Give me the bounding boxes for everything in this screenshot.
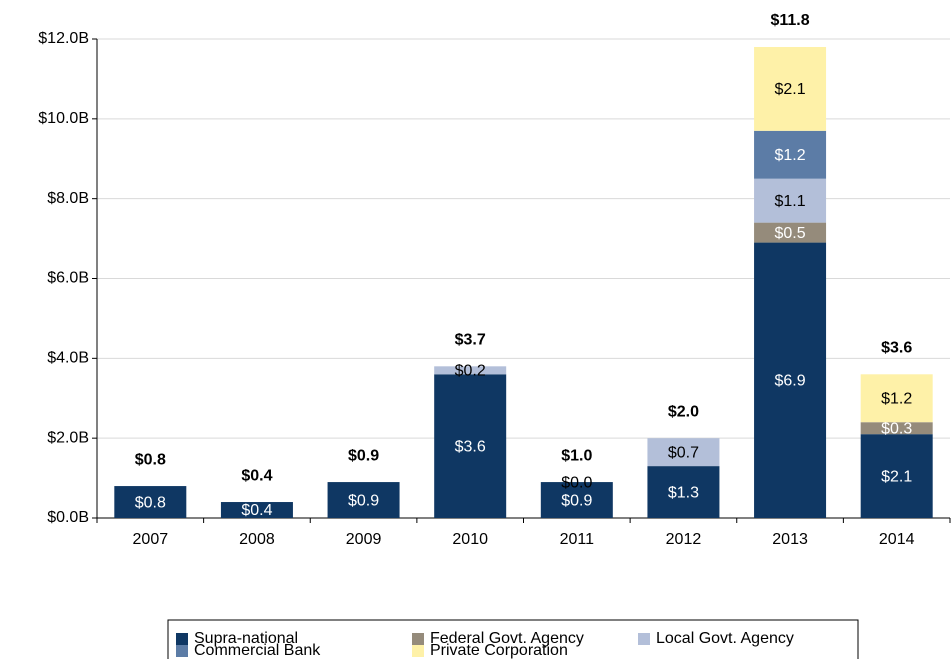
bar-segment xyxy=(540,482,613,518)
total-label: $0.8 xyxy=(135,451,166,468)
bar-segment xyxy=(860,422,933,435)
y-tick-label: $0.0B xyxy=(47,509,89,526)
legend-swatch xyxy=(176,645,188,657)
value-label: $0.3 xyxy=(881,420,912,437)
bar-segment xyxy=(434,366,507,375)
y-tick-label: $2.0B xyxy=(47,429,89,446)
value-label: $0.7 xyxy=(668,444,699,461)
x-tick-label: 2013 xyxy=(772,531,808,548)
x-tick-label: 2008 xyxy=(239,531,275,548)
total-label: $2.0 xyxy=(668,403,699,420)
value-label: $0.8 xyxy=(135,494,166,511)
bar-segment xyxy=(860,374,933,423)
y-tick-label: $4.0B xyxy=(47,350,89,367)
legend-label: Local Govt. Agency xyxy=(656,630,794,647)
x-tick-label: 2009 xyxy=(346,531,382,548)
value-label: $2.1 xyxy=(774,81,805,98)
bar-segment xyxy=(754,130,827,179)
bar-segment xyxy=(647,466,720,518)
value-label: $0.0 xyxy=(561,474,592,491)
value-label: $0.5 xyxy=(774,225,805,242)
y-tick-label: $6.0B xyxy=(47,270,89,287)
x-tick-label: 2014 xyxy=(879,531,915,548)
value-label: $1.2 xyxy=(774,147,805,164)
total-label: $11.8 xyxy=(770,12,809,29)
value-label: $0.9 xyxy=(561,492,592,509)
value-label: $3.6 xyxy=(455,438,486,455)
bar-segment xyxy=(860,434,933,518)
value-label: $6.9 xyxy=(774,373,805,390)
legend-label: Supra-national xyxy=(194,630,298,647)
value-label: $0.4 xyxy=(241,502,272,519)
total-label: $0.4 xyxy=(241,467,272,484)
bar-segment xyxy=(647,438,720,467)
legend-swatch xyxy=(638,633,650,645)
legend-label: Private Corporation xyxy=(430,642,568,659)
value-label: $1.3 xyxy=(668,484,699,501)
total-label: $1.0 xyxy=(561,447,592,464)
legend-swatch xyxy=(412,645,424,657)
value-label: $0.9 xyxy=(348,492,379,509)
y-tick-label: $8.0B xyxy=(47,190,89,207)
bar-segment xyxy=(434,374,507,518)
value-label: $0.2 xyxy=(455,363,486,380)
total-label: $0.9 xyxy=(348,447,379,464)
bar-segment xyxy=(754,178,827,223)
legend-swatch xyxy=(412,633,424,645)
y-tick-label: $10.0B xyxy=(38,110,89,127)
value-label: $1.2 xyxy=(881,390,912,407)
legend-box xyxy=(167,619,859,659)
bar-segment xyxy=(220,502,293,518)
x-tick-label: 2010 xyxy=(452,531,488,548)
value-label: $2.1 xyxy=(881,468,912,485)
legend-label: Federal Govt. Agency xyxy=(430,630,584,647)
bar-segment xyxy=(114,486,187,518)
legend-label: Commercial Bank xyxy=(194,642,321,659)
bar-segment xyxy=(754,222,827,243)
x-tick-label: 2012 xyxy=(666,531,702,548)
total-label: $3.6 xyxy=(881,340,912,357)
value-label: $1.1 xyxy=(774,193,805,210)
bar-segment xyxy=(754,46,827,131)
total-label: $3.7 xyxy=(455,332,486,349)
x-tick-label: 2007 xyxy=(133,531,169,548)
legend-swatch xyxy=(176,633,188,645)
y-tick-label: $12.0B xyxy=(38,30,89,47)
x-tick-label: 2011 xyxy=(560,531,595,548)
bar-segment xyxy=(327,482,400,518)
bar-segment xyxy=(754,242,827,518)
